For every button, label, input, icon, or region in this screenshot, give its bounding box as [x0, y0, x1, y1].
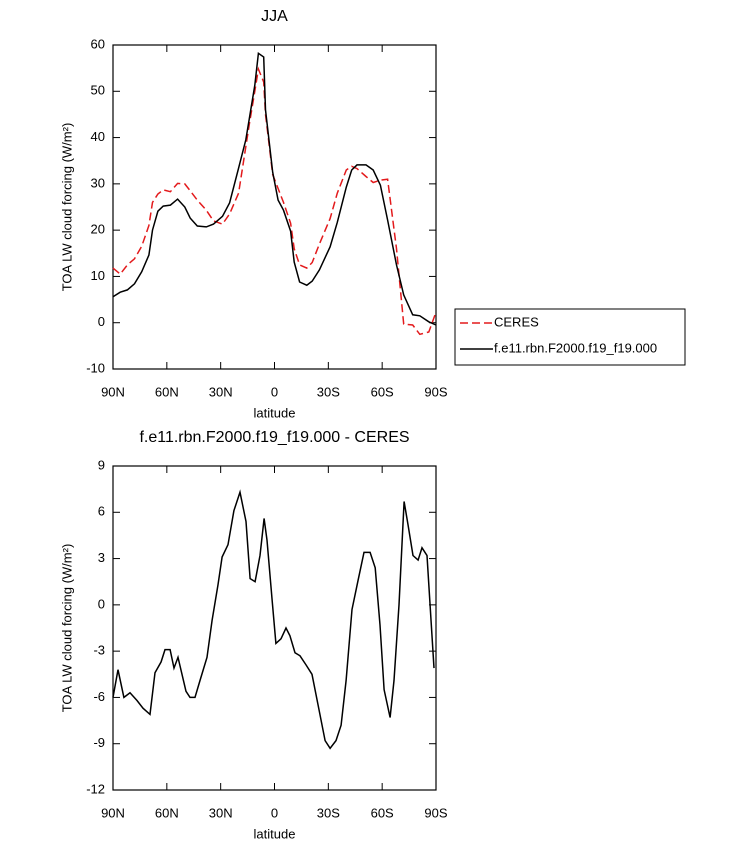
data-line	[112, 51, 437, 326]
y-axis-label: TOA LW cloud forcing (W/m²)	[59, 544, 74, 713]
legend-box	[454, 308, 686, 366]
x-tick-label: 30S	[317, 384, 340, 399]
x-tick-label: 30N	[209, 384, 233, 399]
plot-frame	[112, 465, 437, 791]
x-tick-label: 0	[271, 384, 278, 399]
y-tick-label: 60	[91, 36, 105, 51]
y-tick-label: 30	[91, 175, 105, 190]
y-tick-label: -10	[86, 360, 105, 375]
x-tick-label: 90S	[424, 384, 447, 399]
y-tick-label: -12	[86, 781, 105, 796]
x-tick-label: 90N	[101, 805, 125, 820]
x-axis-label: latitude	[254, 826, 296, 841]
y-tick-label: -6	[93, 689, 105, 704]
y-tick-label: -9	[93, 735, 105, 750]
y-tick-label: 10	[91, 268, 105, 283]
x-tick-label: 60N	[155, 384, 179, 399]
chart-title: JJA	[261, 8, 288, 25]
y-tick-label: 6	[98, 504, 105, 519]
x-tick-label: 60S	[371, 805, 394, 820]
x-tick-label: 90S	[424, 805, 447, 820]
y-tick-label: 0	[98, 314, 105, 329]
y-tick-label: 50	[91, 83, 105, 98]
y-tick-label: 20	[91, 222, 105, 237]
y-tick-label: 40	[91, 129, 105, 144]
y-tick-label: 0	[98, 596, 105, 611]
x-tick-label: 60S	[371, 384, 394, 399]
y-tick-label: -3	[93, 643, 105, 658]
data-line	[112, 66, 437, 336]
x-tick-label: 30N	[209, 805, 233, 820]
y-axis-label: TOA LW cloud forcing (W/m²)	[59, 123, 74, 292]
plot-frame	[112, 44, 437, 370]
legend-label: f.e11.rbn.F2000.f19_f19.000	[494, 340, 657, 355]
y-tick-label: 3	[98, 550, 105, 565]
x-tick-label: 0	[271, 805, 278, 820]
x-axis-label: latitude	[254, 405, 296, 420]
y-tick-label: 9	[98, 457, 105, 472]
chart-title: f.e11.rbn.F2000.f19_f19.000 - CERES	[139, 429, 409, 446]
legend-label: CERES	[494, 314, 539, 329]
data-line	[112, 489, 435, 750]
x-tick-label: 60N	[155, 805, 179, 820]
x-tick-label: 90N	[101, 384, 125, 399]
x-tick-label: 30S	[317, 805, 340, 820]
